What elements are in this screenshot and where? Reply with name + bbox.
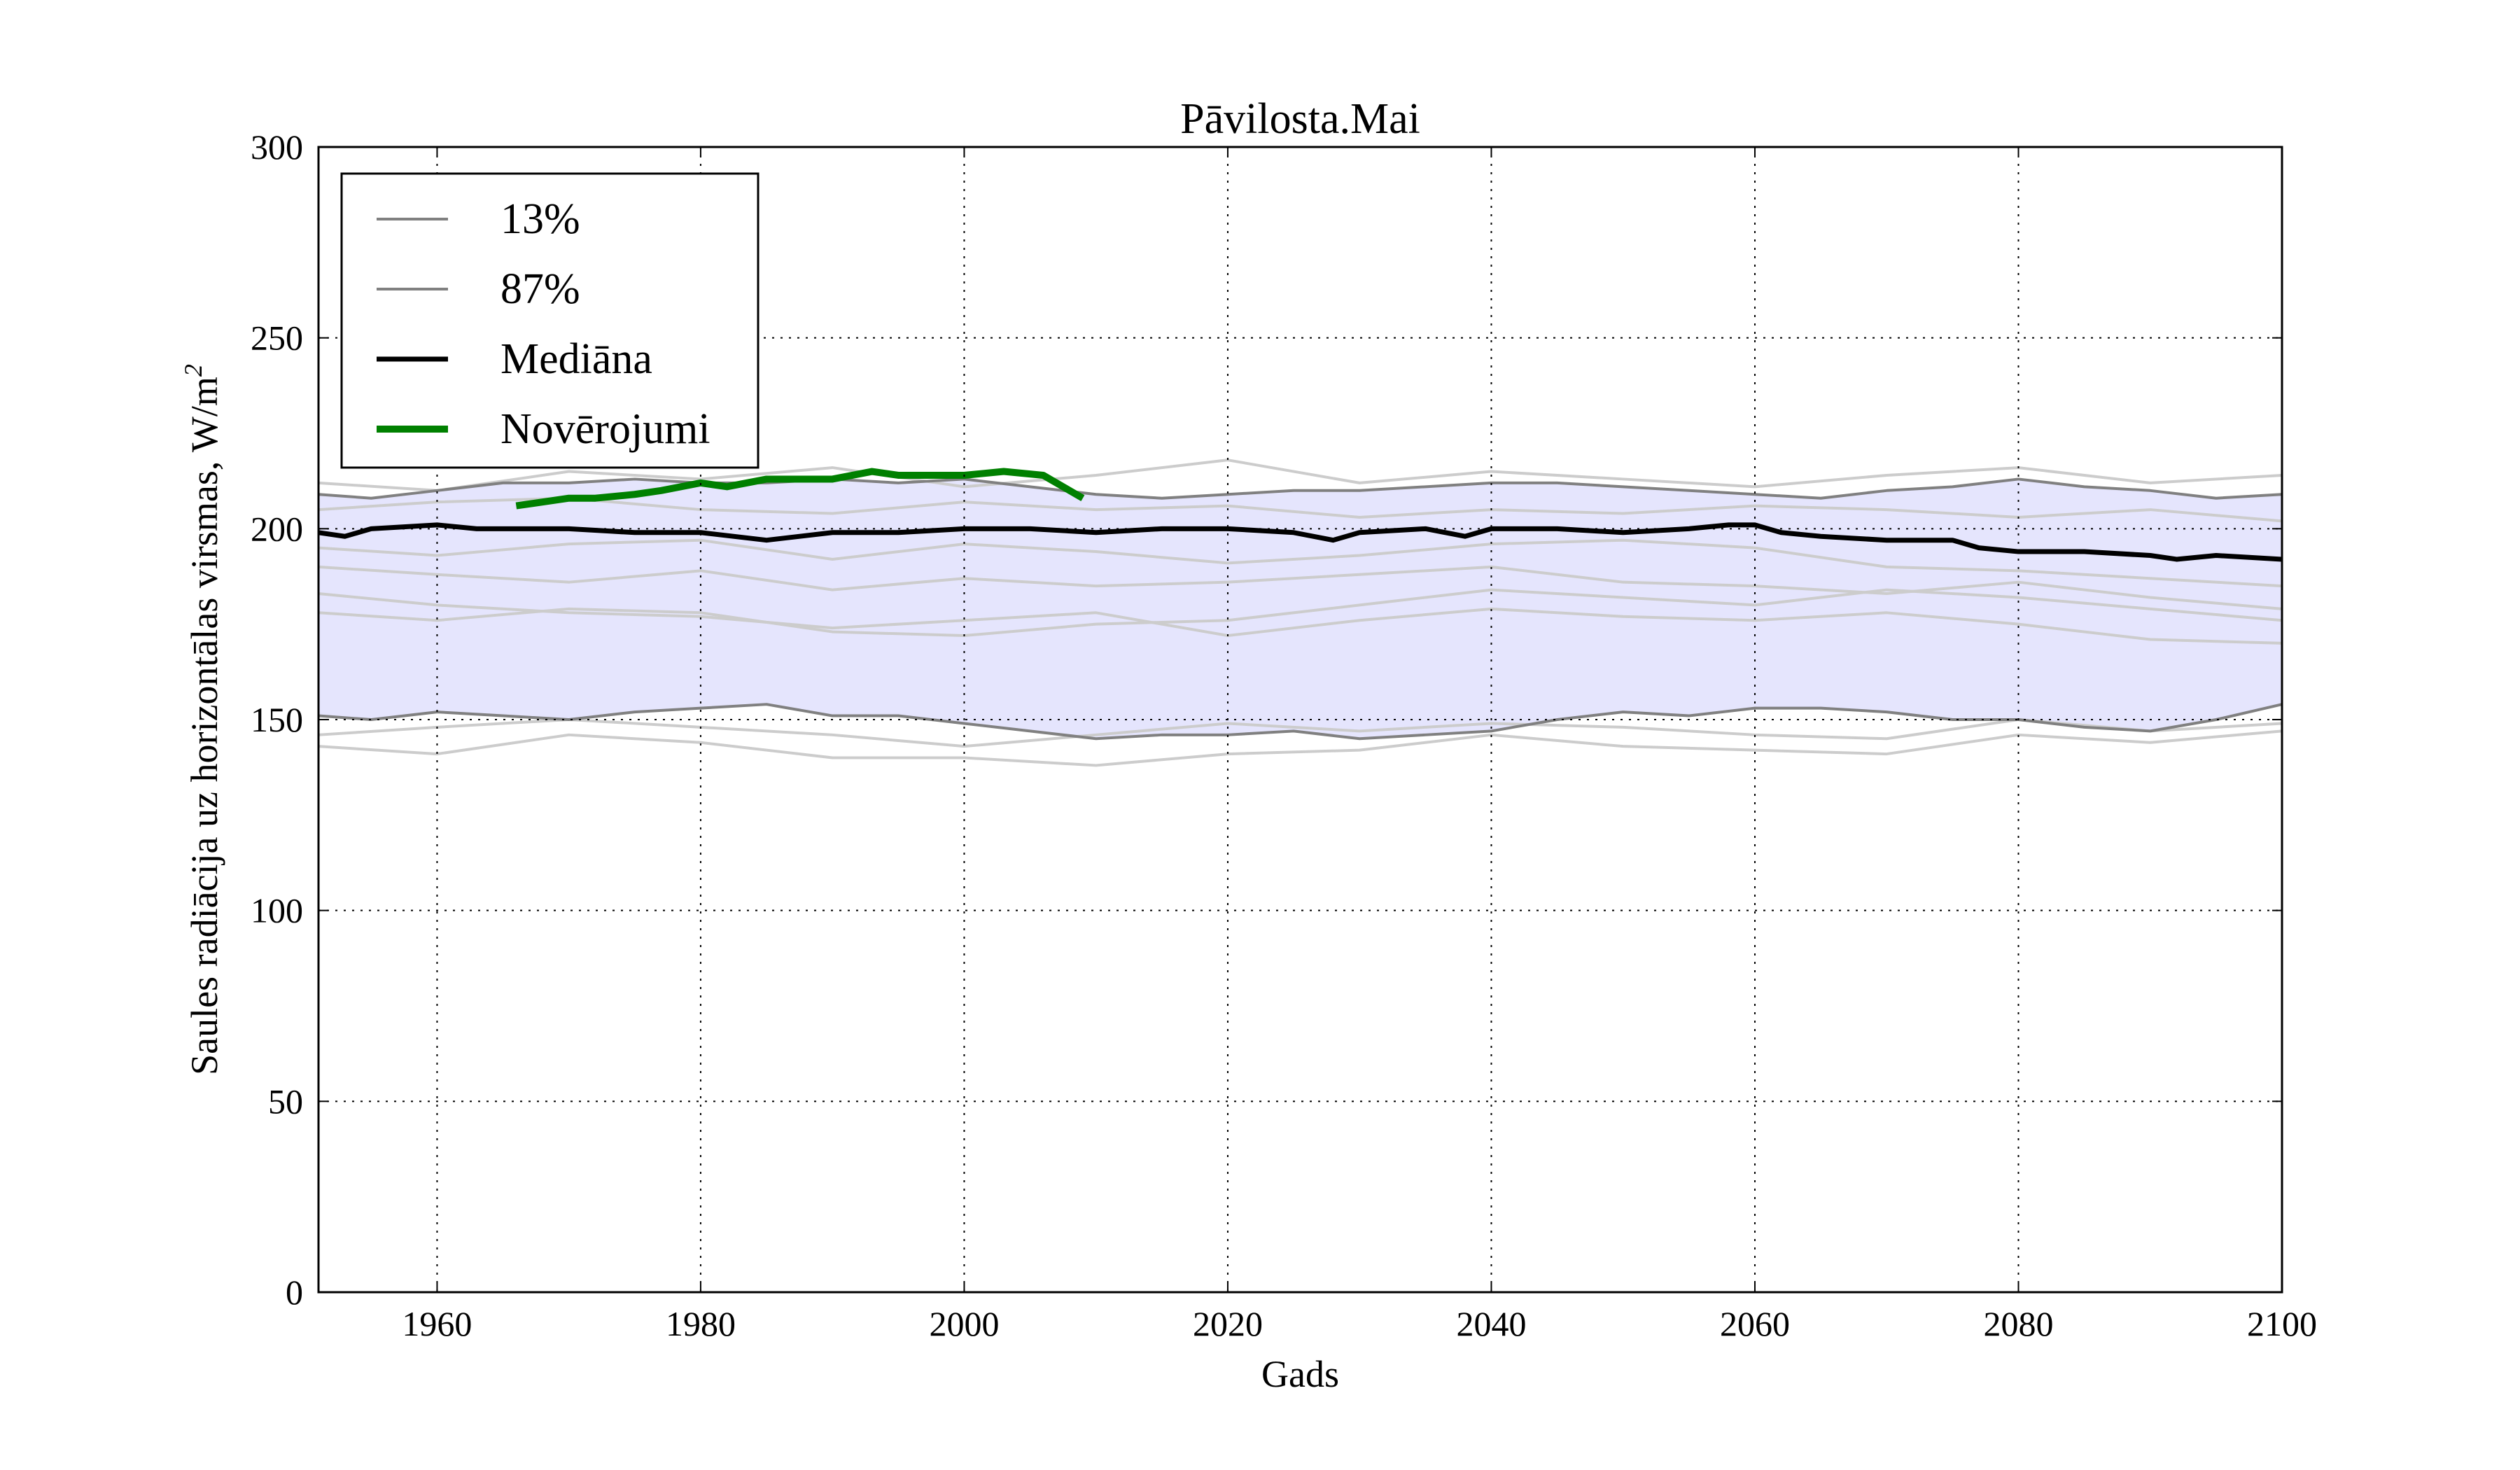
series-line-ensemble-4 [318, 729, 2283, 767]
x-tick-label: 1980 [666, 1304, 736, 1343]
series-line-ensemble-9 [318, 538, 2283, 588]
series-line-ensemble-11 [318, 458, 2283, 492]
series-line-ensemble-5 [318, 718, 2283, 748]
legend-box [340, 172, 760, 469]
y-tick-label: 100 [251, 891, 303, 930]
series-line-ensemble-7 [318, 588, 2283, 638]
y-tick-label: 200 [251, 509, 303, 548]
y-tick-label: 300 [251, 127, 303, 167]
plot-area [318, 458, 2283, 767]
x-tick-label: 2040 [1456, 1304, 1526, 1343]
y-tick-label: 250 [251, 318, 303, 358]
series-line-ensemble-8 [318, 565, 2283, 610]
series-line-median-2 [318, 522, 2283, 562]
x-tick-label: 2060 [1720, 1304, 1790, 1343]
series-line-obs-3 [515, 468, 1085, 510]
y-axis-label: Saules radiācija uz horizontālas virsmas… [179, 364, 225, 1075]
x-tick-label: 1960 [402, 1304, 472, 1343]
grid [318, 147, 2282, 1292]
x-tick-label: 2100 [2247, 1304, 2317, 1343]
percentile-band [318, 479, 2282, 739]
series-line-ensemble-6 [318, 592, 2283, 645]
chart-title: Pāvilosta.Mai [1180, 95, 1420, 143]
legend: 13% 87% Mediāna Novērojumi [340, 172, 760, 469]
axis-ticks: 1960 1980 2000 2020 2040 2060 2080 2100 0 50 100 15… [251, 127, 2317, 1343]
legend-label-median: Mediāna [500, 335, 652, 383]
x-tick-label: 2000 [929, 1304, 999, 1343]
y-tick-label: 150 [251, 700, 303, 739]
legend-label-p13: 13% [500, 195, 580, 243]
x-axis-label: Gads [1261, 1353, 1339, 1395]
legend-label-obs: Novērojumi [500, 405, 710, 453]
series-line-p87-1 [318, 477, 2283, 500]
series-line-p13-0 [318, 703, 2283, 741]
legend-label-p87: 87% [500, 265, 580, 313]
y-axis-label-text: Saules radiācija uz horizontālas virsmas… [183, 377, 225, 1075]
x-tick-label: 2020 [1193, 1304, 1263, 1343]
series-line-ensemble-10 [318, 496, 2283, 523]
y-axis-label-exponent: 2 [179, 364, 207, 377]
y-tick-label: 50 [268, 1082, 303, 1121]
x-tick-label: 2080 [1983, 1304, 2053, 1343]
y-tick-label: 0 [286, 1273, 303, 1312]
